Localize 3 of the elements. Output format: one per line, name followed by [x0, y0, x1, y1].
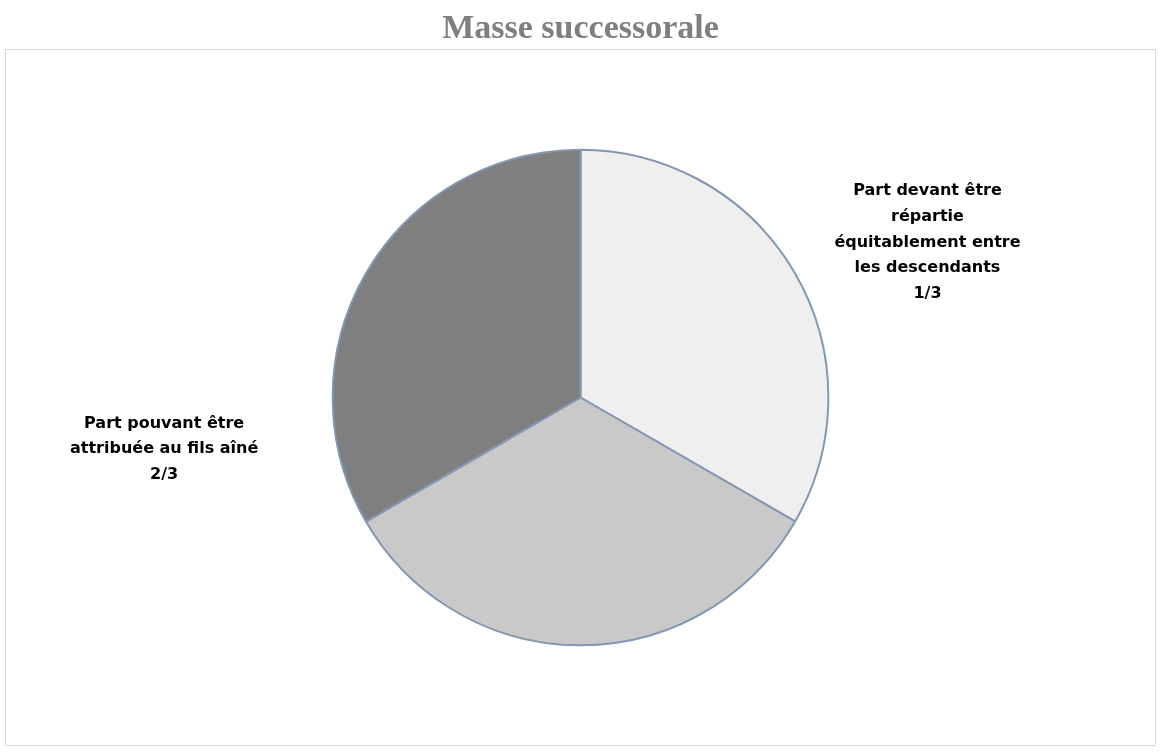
text: Part pouvant être attribuée au fils aîné 2/3	[69, 412, 259, 484]
chart-title: Masse successorale	[442, 7, 719, 45]
text: Part devant être répartie équitablement entre les descendants 1/3	[834, 180, 1021, 302]
